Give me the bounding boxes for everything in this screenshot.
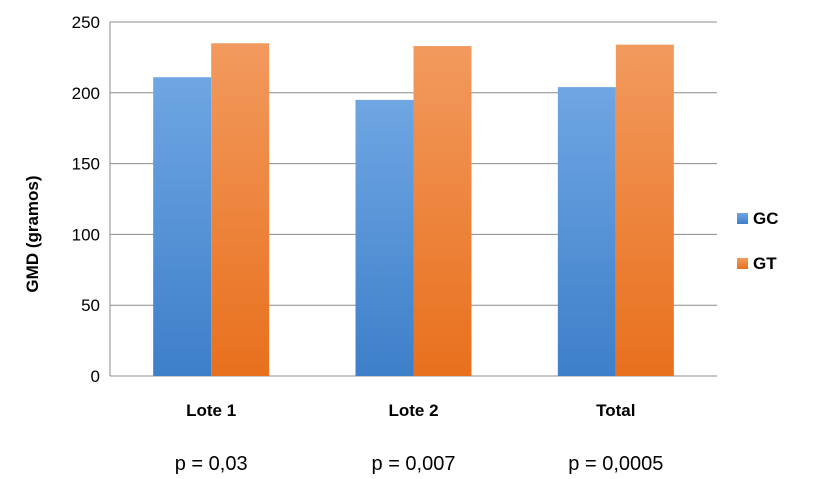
p-value-annotation: p = 0,0005	[568, 453, 663, 475]
y-tick-label: 0	[91, 367, 100, 386]
y-tick-label: 200	[72, 84, 100, 103]
y-tick-label: 50	[81, 296, 100, 315]
legend-label-gt: GT	[753, 254, 777, 273]
y-tick-label: 250	[72, 13, 100, 32]
legend-swatch-gc	[737, 213, 748, 224]
bar-gt-1	[211, 43, 270, 377]
bar-gc-3	[557, 87, 616, 377]
p-value-annotations: p = 0,03 p = 0,007 p = 0,0005	[175, 453, 664, 475]
legend: GC GT	[737, 209, 779, 273]
p-value-annotation: p = 0,03	[175, 453, 248, 475]
bar-gt-3	[615, 44, 674, 376]
y-tick-labels: 0 50 100 150 200 250	[72, 13, 100, 386]
category-label: Lote 2	[388, 401, 438, 420]
category-label: Total	[596, 401, 635, 420]
p-value-annotation: p = 0,007	[372, 453, 456, 475]
y-tick-label: 100	[72, 225, 100, 244]
bar-gc-2	[355, 99, 414, 376]
bar-gc-1	[153, 77, 212, 376]
y-axis-title: GMD (gramos)	[23, 175, 42, 292]
y-tick-label: 150	[72, 155, 100, 174]
bars	[153, 43, 674, 377]
legend-swatch-gt	[737, 258, 748, 269]
bar-gt-2	[413, 46, 472, 377]
legend-label-gc: GC	[753, 209, 779, 228]
category-labels: Lote 1 Lote 2 Total	[186, 401, 635, 420]
category-label: Lote 1	[186, 401, 236, 420]
